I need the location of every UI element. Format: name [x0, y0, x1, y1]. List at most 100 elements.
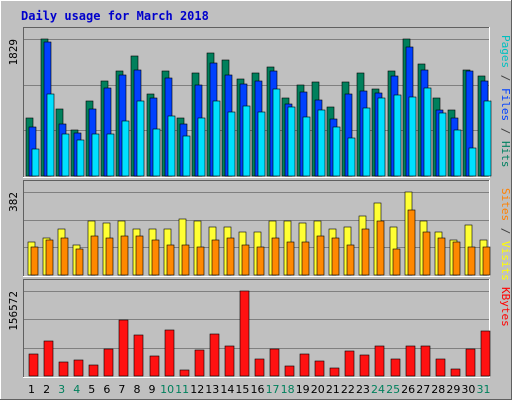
chart-title: Daily usage for March 2018 [21, 9, 209, 23]
bar-kbytes-day-12 [194, 349, 205, 377]
bar-pages-day-26 [408, 96, 417, 177]
bar-kbytes-day-11 [179, 369, 190, 377]
bar-kbytes-day-13 [209, 333, 220, 377]
bar-kbytes-day-14 [224, 345, 235, 377]
bar-sites-day-10 [166, 244, 175, 276]
bar-sites-day-22 [346, 244, 355, 276]
panel-kbytes: 156572 KBytes [7, 279, 512, 378]
bar-kbytes-day-2 [43, 340, 54, 377]
axis-max-label: 382 [7, 192, 20, 212]
x-tick-day-22: 22 [341, 383, 355, 396]
bar-pages-day-19 [302, 116, 311, 177]
bar-sites-day-30 [467, 246, 476, 276]
bar-pages-day-23 [362, 107, 371, 177]
bar-pages-day-2 [46, 93, 55, 177]
x-tick-day-1: 1 [28, 383, 35, 396]
bar-kbytes-day-1 [28, 353, 39, 377]
bar-kbytes-day-30 [465, 348, 476, 377]
bar-sites-day-18 [286, 241, 295, 276]
bar-sites-day-16 [256, 246, 265, 276]
bar-pages-day-27 [423, 87, 432, 177]
bar-pages-day-8 [136, 100, 145, 177]
bar-kbytes-day-31 [480, 330, 491, 377]
x-tick-day-4: 4 [73, 383, 80, 396]
bar-sites-day-29 [452, 241, 461, 276]
bar-kbytes-day-22 [344, 350, 355, 377]
bar-sites-day-27 [422, 231, 431, 276]
bar-kbytes-day-23 [359, 354, 370, 377]
x-tick-day-18: 18 [281, 383, 295, 396]
bar-sites-day-1 [30, 246, 39, 276]
bar-kbytes-day-6 [103, 348, 114, 377]
x-tick-day-7: 7 [118, 383, 125, 396]
bar-pages-day-4 [76, 139, 85, 177]
x-tick-day-27: 27 [416, 383, 430, 396]
bar-kbytes-day-18 [284, 365, 295, 377]
bar-sites-day-21 [331, 237, 340, 276]
bar-pages-day-18 [287, 106, 296, 177]
bar-pages-day-21 [332, 126, 341, 177]
x-tick-day-20: 20 [311, 383, 325, 396]
legend-part: Pages [499, 35, 512, 68]
axis-max-label: 156572 [7, 291, 20, 331]
bar-kbytes-day-10 [164, 329, 175, 377]
bar-sites-day-6 [105, 237, 114, 276]
bar-pages-day-11 [182, 135, 191, 177]
bar-sites-day-12 [196, 246, 205, 276]
x-tick-day-17: 17 [266, 383, 280, 396]
series-legend: KBytes [499, 287, 512, 327]
bar-kbytes-day-4 [73, 359, 84, 377]
legend-part: KBytes [499, 287, 512, 327]
legend-part: / [499, 221, 512, 241]
bar-pages-day-13 [212, 100, 221, 177]
bar-kbytes-day-8 [133, 334, 144, 377]
legend-part: Hits [499, 141, 512, 168]
x-tick-day-8: 8 [133, 383, 140, 396]
x-tick-day-11: 11 [175, 383, 189, 396]
bar-sites-day-26 [407, 209, 416, 276]
bar-kbytes-day-19 [299, 353, 310, 377]
bar-pages-day-3 [61, 133, 70, 177]
x-tick-day-29: 29 [446, 383, 460, 396]
series-legend: Sites / Visits [499, 188, 512, 281]
bar-kbytes-day-29 [450, 368, 461, 377]
x-tick-day-26: 26 [401, 383, 415, 396]
bar-pages-day-17 [272, 88, 281, 177]
bar-sites-day-31 [482, 246, 491, 276]
legend-part: / [499, 121, 512, 141]
chart-panels: 1829 Pages / Files / Hits 382 Sites / Visit… [7, 27, 512, 378]
bar-pages-day-9 [152, 128, 161, 177]
bar-sites-day-4 [75, 248, 84, 276]
bar-pages-day-16 [257, 111, 266, 177]
legend-part: Visits [499, 241, 512, 281]
x-tick-day-30: 30 [461, 383, 475, 396]
bar-pages-day-20 [317, 109, 326, 177]
bar-kbytes-day-5 [88, 364, 99, 377]
bar-sites-day-11 [181, 244, 190, 276]
bar-kbytes-day-15 [239, 290, 250, 377]
bar-pages-day-5 [91, 133, 100, 177]
bar-pages-day-22 [347, 137, 356, 177]
x-tick-day-31: 31 [476, 383, 490, 396]
bar-sites-day-23 [361, 228, 370, 276]
bar-sites-day-14 [226, 237, 235, 276]
x-tick-day-24: 24 [371, 383, 385, 396]
bar-sites-day-13 [211, 239, 220, 276]
bar-kbytes-day-3 [58, 361, 69, 377]
bar-pages-day-10 [167, 115, 176, 177]
bar-pages-day-7 [121, 120, 130, 177]
panel-hits-files-pages: 1829 Pages / Files / Hits [7, 27, 512, 178]
x-tick-day-28: 28 [431, 383, 445, 396]
series-legend: Pages / Files / Hits [499, 35, 512, 168]
axis-max-label: 1829 [7, 39, 20, 66]
x-tick-labels: 1 2 3 4 5 6 7 8 9 10 11 12 13 14 15 16 17 18 19 20 21 22 23 24 2… [28, 383, 490, 396]
bar-kbytes-day-25 [390, 358, 401, 377]
x-tick-day-5: 5 [88, 383, 95, 396]
panel-visits-sites: 382 Sites / Visits [7, 180, 512, 281]
legend-part: / [499, 68, 512, 88]
bar-pages-day-31 [483, 100, 492, 177]
x-tick-day-3: 3 [58, 383, 65, 396]
bar-sites-day-7 [120, 235, 129, 276]
bar-sites-day-5 [90, 235, 99, 276]
